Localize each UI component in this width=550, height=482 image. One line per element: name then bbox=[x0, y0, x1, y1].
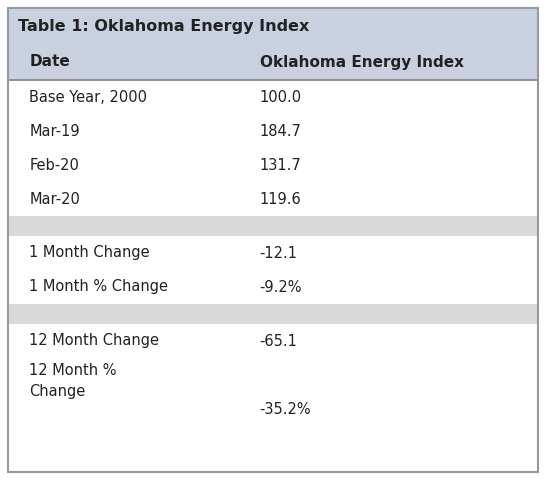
Bar bbox=[8, 216, 538, 236]
Text: 184.7: 184.7 bbox=[260, 123, 301, 138]
Bar bbox=[8, 114, 538, 148]
Bar bbox=[8, 358, 538, 420]
Bar bbox=[8, 8, 538, 44]
Text: Feb-20: Feb-20 bbox=[29, 158, 79, 173]
Bar bbox=[8, 236, 538, 270]
Bar bbox=[8, 270, 538, 304]
Text: Oklahoma Energy Index: Oklahoma Energy Index bbox=[260, 54, 464, 69]
Text: 1 Month Change: 1 Month Change bbox=[29, 245, 150, 260]
Bar bbox=[8, 80, 538, 114]
Text: 1 Month % Change: 1 Month % Change bbox=[29, 280, 168, 295]
Bar bbox=[8, 182, 538, 216]
Text: Base Year, 2000: Base Year, 2000 bbox=[29, 90, 147, 105]
Text: -35.2%: -35.2% bbox=[260, 402, 311, 417]
Bar bbox=[8, 148, 538, 182]
Text: 131.7: 131.7 bbox=[260, 158, 301, 173]
Text: 119.6: 119.6 bbox=[260, 191, 301, 206]
Text: 12 Month Change: 12 Month Change bbox=[29, 334, 159, 348]
Text: Date: Date bbox=[29, 54, 70, 69]
Text: Mar-20: Mar-20 bbox=[29, 191, 80, 206]
Text: Table 1: Oklahoma Energy Index: Table 1: Oklahoma Energy Index bbox=[18, 18, 309, 34]
Bar bbox=[8, 44, 538, 80]
Text: 12 Month %: 12 Month % bbox=[29, 363, 117, 378]
Text: -9.2%: -9.2% bbox=[260, 280, 302, 295]
Bar bbox=[8, 304, 538, 324]
Text: Change: Change bbox=[29, 384, 85, 399]
Text: -12.1: -12.1 bbox=[260, 245, 298, 260]
Text: Mar-19: Mar-19 bbox=[29, 123, 80, 138]
Text: 100.0: 100.0 bbox=[260, 90, 302, 105]
Bar bbox=[8, 324, 538, 358]
Text: -65.1: -65.1 bbox=[260, 334, 298, 348]
